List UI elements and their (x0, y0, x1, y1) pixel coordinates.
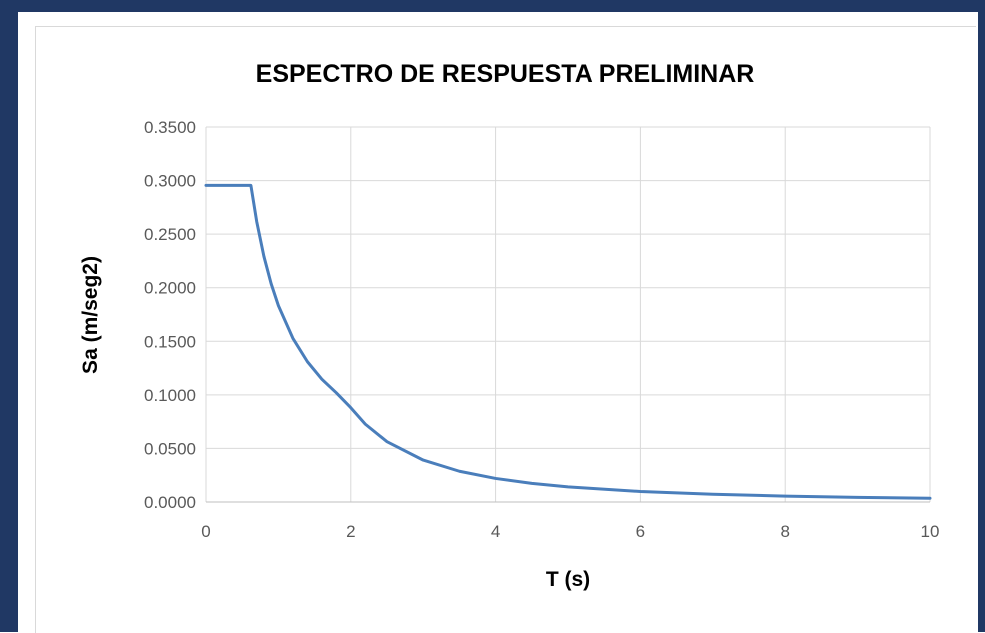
tick-labels: 0.0000 0.0500 0.1000 0.1500 0.2000 0.2500 0.30… (144, 118, 939, 541)
frame-border-right (978, 0, 985, 632)
y-tick-label: 0.3000 (144, 172, 196, 191)
y-tick-label: 0.0000 (144, 493, 196, 512)
frame-border-left (0, 0, 18, 632)
x-tick-label: 4 (491, 522, 500, 541)
y-tick-label: 0.2500 (144, 225, 196, 244)
x-tick-label: 2 (346, 522, 355, 541)
series-layer (204, 183, 932, 500)
x-tick-label: 10 (921, 522, 940, 541)
y-tick-label: 0.3500 (144, 118, 196, 137)
grid (205, 126, 931, 502)
y-axis-title: Sa (m/seg2) (79, 256, 102, 374)
y-tick-label: 0.0500 (144, 439, 196, 458)
series-line-0 (204, 183, 932, 500)
x-tick-label: 0 (201, 522, 210, 541)
x-tick-label: 8 (780, 522, 789, 541)
x-tick-label: 6 (636, 522, 645, 541)
x-axis-title: T (s) (546, 568, 590, 591)
y-tick-label: 0.1000 (144, 386, 196, 405)
y-tick-label: 0.2000 (144, 279, 196, 298)
chart-title: ESPECTRO DE RESPUESTA PRELIMINAR (256, 60, 755, 88)
y-tick-label: 0.1500 (144, 332, 196, 351)
frame-border-top (0, 0, 985, 12)
